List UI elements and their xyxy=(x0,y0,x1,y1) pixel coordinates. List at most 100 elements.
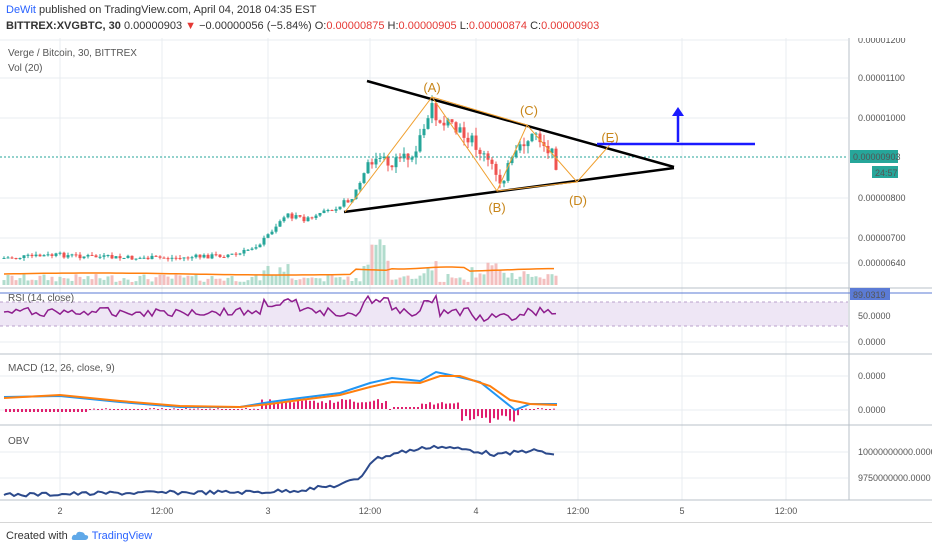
macd-histogram-bar xyxy=(309,400,311,409)
candle-body xyxy=(14,258,18,260)
candle-body xyxy=(410,157,414,160)
volume-bar xyxy=(138,275,142,285)
macd-histogram-bar xyxy=(433,404,435,409)
macd-histogram-bar xyxy=(101,408,103,410)
volume-bar xyxy=(102,279,106,285)
macd-histogram-bar xyxy=(301,400,303,409)
candle-body xyxy=(242,249,246,254)
candle-body xyxy=(38,254,42,257)
change-value: −0.00000056 (−5.84%) xyxy=(199,20,312,32)
candle-body xyxy=(102,255,106,257)
macd-histogram-bar xyxy=(213,409,215,410)
volume-bar xyxy=(382,245,386,285)
volume-bar xyxy=(122,278,126,285)
candle-body xyxy=(474,135,478,150)
tradingview-cloud-icon xyxy=(71,531,89,541)
macd-histogram-bar xyxy=(401,407,403,409)
candle-body xyxy=(362,173,366,183)
price-axis-tick: 0.00001100 xyxy=(858,73,905,83)
volume-bar xyxy=(42,274,46,285)
volume-bar xyxy=(30,279,34,285)
macd-histogram-bar xyxy=(233,409,235,410)
candle-body xyxy=(54,253,58,256)
macd-histogram-bar xyxy=(473,409,475,420)
tradingview-brand[interactable]: TradingView xyxy=(91,530,153,542)
macd-histogram-bar xyxy=(337,401,339,409)
macd-histogram-bar xyxy=(17,409,19,412)
macd-histogram-bar xyxy=(13,409,15,412)
price-axis-tick: 0.00001200 xyxy=(858,35,906,45)
volume-bar xyxy=(502,272,506,285)
candle-body xyxy=(526,141,530,147)
macd-histogram-bar xyxy=(409,407,411,409)
macd-histogram-bar xyxy=(237,409,239,410)
time-axis-background xyxy=(0,501,932,522)
candle-body xyxy=(162,257,166,259)
volume-bar xyxy=(214,278,218,285)
candle-body xyxy=(134,258,138,260)
wave-label: (D) xyxy=(569,193,587,208)
candle-body xyxy=(226,254,230,258)
candle-body xyxy=(158,256,162,258)
macd-histogram-bar xyxy=(365,402,367,409)
macd-histogram-bar xyxy=(141,409,143,410)
macd-histogram-bar xyxy=(397,407,399,409)
macd-histogram-bar xyxy=(137,409,139,410)
candle-body xyxy=(334,209,338,211)
candle-body xyxy=(314,215,318,219)
author-link[interactable]: DeWit xyxy=(6,4,36,16)
macd-histogram-bar xyxy=(313,400,315,409)
macd-histogram-bar xyxy=(161,408,163,410)
volume-bar xyxy=(514,279,518,285)
volume-bar xyxy=(166,276,170,285)
macd-histogram-bar xyxy=(185,408,187,410)
candle-body xyxy=(150,255,154,260)
candle-body xyxy=(230,253,234,255)
volume-bar xyxy=(90,279,94,285)
macd-histogram-bar xyxy=(245,408,247,410)
macd-histogram-bar xyxy=(121,409,123,410)
candle-body xyxy=(490,159,494,164)
macd-histogram-bar xyxy=(349,399,351,409)
candle-body xyxy=(506,163,510,181)
candle-body xyxy=(298,215,302,217)
volume-bar xyxy=(26,280,30,285)
macd-histogram-bar xyxy=(97,409,99,410)
volume-bar xyxy=(22,274,26,285)
time-axis-tick: 2 xyxy=(57,506,62,516)
volume-bar xyxy=(518,276,522,285)
main-pane-title: Verge / Bitcoin, 30, BITTREX xyxy=(8,48,137,59)
macd-histogram-bar xyxy=(37,409,39,412)
volume-bar xyxy=(506,277,510,285)
macd-histogram-bar xyxy=(81,409,83,412)
macd-axis-tick: 0.0000 xyxy=(858,405,886,415)
candle-body xyxy=(274,226,278,232)
volume-bar xyxy=(34,280,38,285)
candle-body xyxy=(458,127,462,133)
volume-bar xyxy=(498,269,502,285)
candle-body xyxy=(238,253,242,255)
candle-body xyxy=(466,137,470,143)
volume-bar xyxy=(142,274,146,285)
time-axis-tick: 3 xyxy=(265,506,270,516)
candle-body xyxy=(338,206,342,210)
macd-histogram-bar xyxy=(385,401,387,409)
candle-body xyxy=(310,217,314,219)
candle-body xyxy=(330,210,334,212)
macd-histogram-bar xyxy=(513,409,515,422)
volume-bar xyxy=(190,276,194,285)
candle-body xyxy=(190,257,194,259)
volume-bar xyxy=(550,274,554,285)
volume-bar xyxy=(530,276,534,285)
candle-body xyxy=(450,119,454,123)
signal-line xyxy=(3,375,558,409)
candle-body xyxy=(318,212,322,216)
macd-histogram-bar xyxy=(193,408,195,410)
candle-body xyxy=(262,237,266,245)
macd-histogram-bar xyxy=(281,402,283,409)
candle-body xyxy=(30,254,34,257)
obv-axis-tick: 9750000000.0000 xyxy=(858,473,931,483)
volume-bar xyxy=(378,239,382,285)
macd-histogram-bar xyxy=(441,402,443,409)
